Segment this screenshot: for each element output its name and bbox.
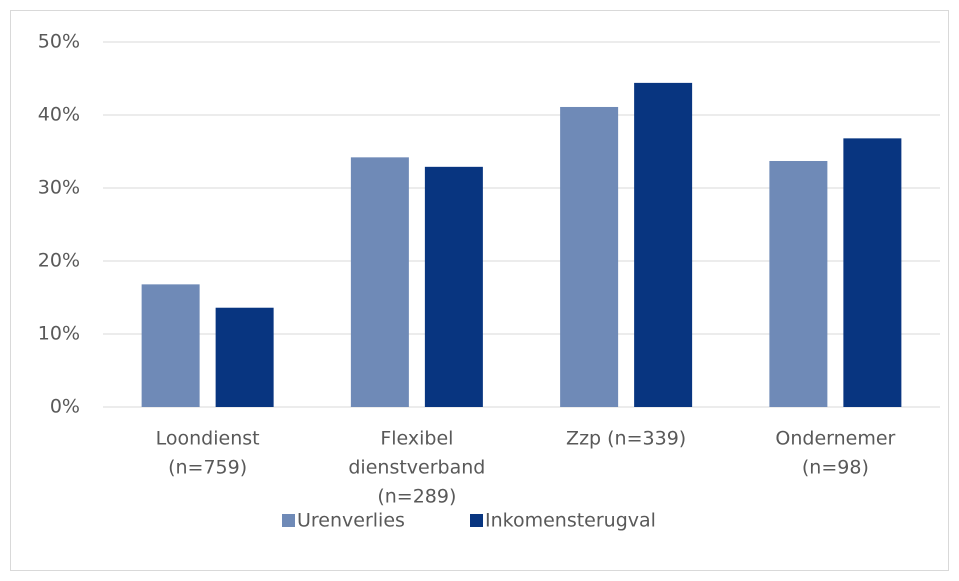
y-tick-label: 0% [50,396,80,418]
bar [141,284,200,407]
legend-label: Inkomensterugval [485,510,656,532]
x-tick-label: (n=759) [168,457,247,479]
x-tick-label: Flexibel [380,428,453,450]
y-tick-label: 20% [38,250,80,272]
x-tick-label: Ondernemer [775,428,895,450]
x-tick-label: Loondienst [156,428,260,450]
bar [215,307,274,407]
bar [560,106,619,407]
y-tick-label: 40% [38,104,80,126]
y-tick-label: 50% [38,31,80,53]
x-tick-label: Zzp (n=339) [566,428,686,450]
legend-swatch [282,514,295,527]
bar [843,138,902,408]
legend-swatch [470,514,483,527]
bar [424,166,483,407]
legend-label: Urenverlies [297,510,405,532]
y-tick-label: 30% [38,177,80,199]
bar [634,82,693,407]
x-tick-label: (n=289) [377,486,456,508]
y-tick-label: 10% [38,323,80,345]
x-tick-label: (n=98) [802,457,869,479]
bar [769,160,828,407]
bar [350,157,409,407]
x-tick-label: dienstverband [348,457,485,479]
